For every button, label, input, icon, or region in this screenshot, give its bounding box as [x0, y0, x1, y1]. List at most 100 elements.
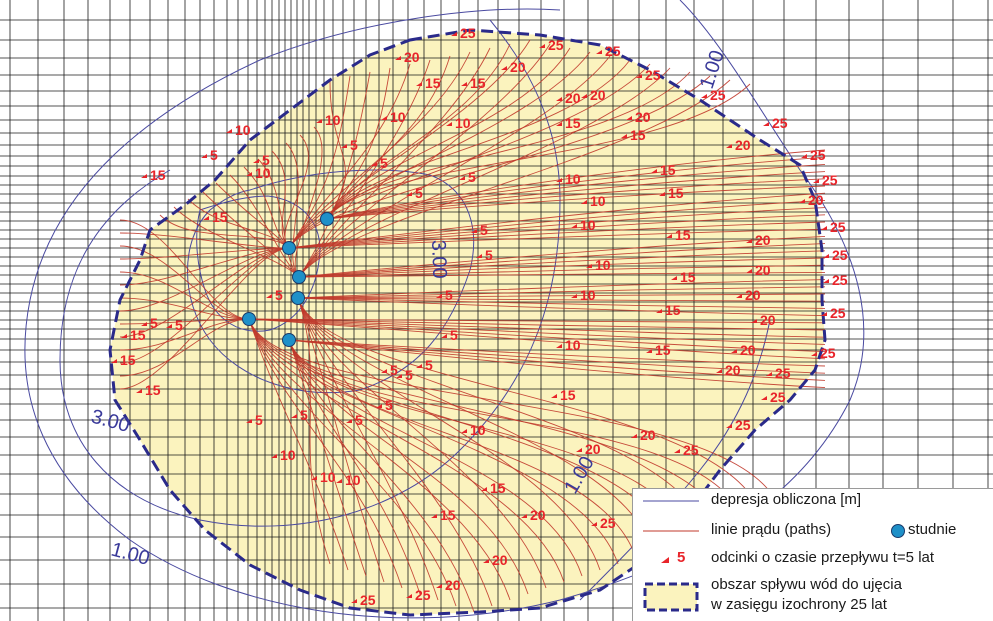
travel-time-label: 5 — [445, 287, 453, 303]
pathline — [298, 71, 371, 278]
segment-arrow — [416, 82, 422, 86]
segment-arrow — [751, 319, 757, 323]
travel-time-label: 25 — [360, 592, 376, 608]
legend-odcinki-number: 5 — [677, 549, 686, 566]
pathline — [298, 264, 826, 278]
pathline — [248, 318, 826, 353]
travel-time-label: 20 — [760, 312, 776, 328]
segment-arrow — [203, 216, 209, 220]
legend-studnie-label: studnie — [908, 521, 957, 538]
segment-arrow — [539, 44, 545, 48]
well-marker — [292, 270, 306, 284]
segment-arrow — [716, 369, 722, 373]
segment-arrow — [111, 359, 117, 363]
segment-arrow — [395, 56, 401, 60]
travel-time-label: 15 — [630, 127, 646, 143]
pathline — [298, 250, 826, 278]
travel-time-label: 20 — [755, 262, 771, 278]
well-marker — [291, 291, 305, 305]
travel-time-label: 5 — [300, 407, 308, 423]
pathline — [288, 214, 826, 249]
travel-time-label: 10 — [235, 122, 251, 138]
segment-arrow — [141, 174, 147, 178]
pathline — [326, 156, 826, 220]
segment-arrow — [823, 279, 829, 283]
travel-time-label: 15 — [668, 185, 684, 201]
legend-isoline-symbol — [643, 500, 699, 502]
pathline — [297, 297, 826, 309]
travel-time-label: 10 — [325, 112, 341, 128]
travel-time-label: 10 — [280, 447, 296, 463]
travel-time-label: 10 — [455, 115, 471, 131]
pathline — [271, 150, 290, 249]
pathline — [326, 171, 826, 220]
pathline — [119, 297, 250, 320]
pathline — [248, 318, 565, 583]
segment-arrow — [671, 276, 677, 280]
segment-arrow — [581, 94, 587, 98]
travel-time-label: 5 — [350, 137, 358, 153]
travel-time-label: 10 — [590, 193, 606, 209]
pathline — [119, 219, 250, 320]
legend-depresja-label: depresja obliczona [m] — [711, 491, 862, 508]
travel-time-label: 15 — [425, 75, 441, 91]
segment-arrow — [459, 176, 465, 180]
segment-arrow — [141, 322, 147, 326]
travel-time-label: 15 — [440, 507, 456, 523]
segment-arrow — [821, 312, 827, 316]
segment-arrow — [746, 239, 752, 243]
pathline — [297, 297, 493, 607]
travel-time-label: 25 — [548, 37, 564, 53]
segment-arrow — [246, 172, 252, 176]
segment-arrow — [799, 199, 805, 203]
travel-time-label: 15 — [150, 167, 166, 183]
segment-arrow — [136, 389, 142, 393]
travel-time-label: 15 — [212, 209, 228, 225]
travel-time-label: 5 — [390, 362, 398, 378]
pathline — [297, 297, 547, 589]
segment-arrow — [591, 522, 597, 526]
pathline — [297, 297, 385, 583]
segment-arrow — [811, 352, 817, 356]
travel-time-label: 5 — [485, 247, 493, 263]
segment-arrow — [726, 424, 732, 428]
pathline — [288, 339, 475, 613]
pathline — [298, 243, 826, 278]
segment-arrow — [576, 448, 582, 452]
pathline — [229, 174, 300, 278]
pathline — [288, 192, 826, 249]
segment-arrow — [446, 122, 452, 126]
segment-arrow — [406, 192, 412, 196]
pathline — [248, 318, 619, 565]
travel-time-label: 25 — [600, 515, 616, 531]
segment-arrow — [436, 294, 442, 298]
segment-arrow — [346, 419, 352, 423]
pathline — [298, 43, 551, 278]
legend-row-obszar: obszar spływu wód do ujęcia w zasięgu iz… — [633, 573, 993, 619]
travel-time-label: 5 — [255, 412, 263, 428]
pathline — [159, 214, 290, 249]
travel-time-label: 15 — [470, 75, 486, 91]
legend-well-symbol — [891, 524, 905, 538]
travel-time-label: 25 — [735, 417, 751, 433]
travel-time-label: 5 — [425, 357, 433, 373]
travel-time-label: 15 — [665, 302, 681, 318]
isoline-label: 1.00 — [109, 539, 152, 570]
segment-arrow — [483, 559, 489, 563]
travel-time-label: 20 — [635, 109, 651, 125]
isoline — [24, 0, 865, 619]
travel-time-label: 5 — [405, 367, 413, 383]
pathline — [173, 206, 300, 278]
travel-time-label: 20 — [492, 552, 508, 568]
pathline — [288, 339, 367, 577]
pathline — [297, 297, 439, 601]
travel-time-label: 10 — [580, 287, 596, 303]
travel-time-label: 25 — [832, 247, 848, 263]
pathline — [326, 185, 826, 220]
travel-time-label: 5 — [415, 185, 423, 201]
pathline — [288, 75, 711, 249]
segment-arrow — [596, 50, 602, 54]
segment-arrow — [726, 144, 732, 148]
pathline — [297, 293, 826, 299]
pathline — [248, 318, 826, 360]
